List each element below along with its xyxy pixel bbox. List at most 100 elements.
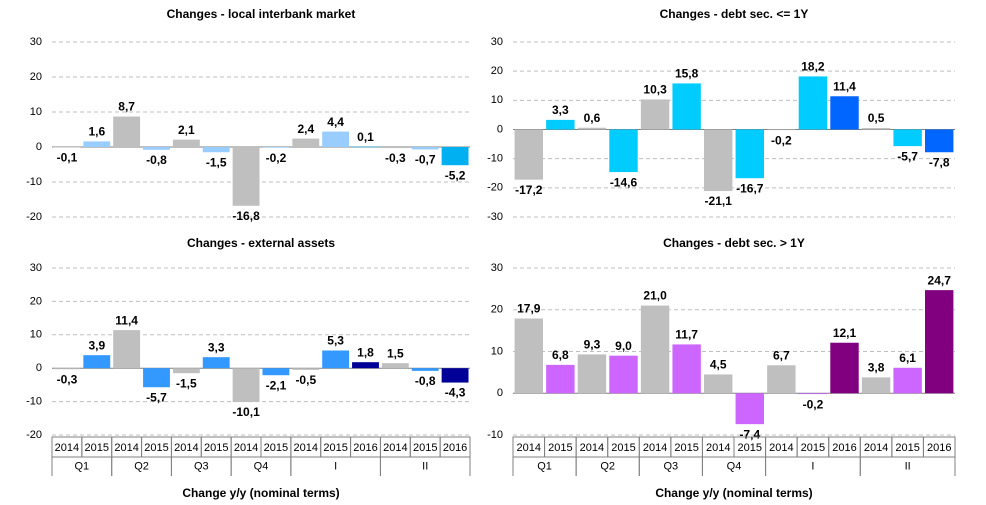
data-label: -16,8 (232, 209, 260, 223)
y-tick-label: -10 (26, 176, 42, 188)
x-tick-label: 2015 (738, 442, 762, 454)
x-tick-label: 2014 (706, 442, 730, 454)
chart-title: Changes - debt sec. <= 1Y (660, 7, 809, 21)
y-tick-label: 30 (491, 36, 503, 48)
y-tick-label: 30 (30, 36, 42, 48)
y-tick-label: 20 (30, 71, 42, 83)
bar (322, 350, 350, 369)
bar (143, 147, 170, 150)
data-label: -7,8 (929, 155, 950, 169)
bar (83, 355, 111, 369)
x-tick-label: 2014 (234, 442, 258, 454)
data-label: 10,3 (643, 83, 667, 97)
bar (411, 368, 439, 371)
y-tick-label: -30 (487, 211, 503, 223)
x-tick-label: 2015 (144, 442, 168, 454)
bar (830, 342, 859, 394)
bar (672, 344, 701, 394)
data-label: -0,2 (266, 151, 287, 165)
data-label: 6,7 (773, 348, 790, 362)
x-tick-label: 2014 (864, 442, 888, 454)
bar (514, 318, 543, 394)
data-label: 21,0 (643, 289, 667, 303)
x-tick-label: 2016 (443, 442, 467, 454)
bar (262, 368, 290, 376)
data-label: 15,8 (675, 67, 699, 81)
data-label: 0,1 (357, 130, 374, 144)
data-label: 4,5 (710, 358, 727, 372)
group-label: I (811, 460, 814, 472)
y-tick-label: 30 (30, 262, 42, 274)
data-label: -0,2 (803, 397, 824, 411)
y-tick-label: 20 (491, 304, 503, 316)
data-label: 1,8 (357, 345, 374, 359)
data-label: -17,2 (515, 183, 543, 197)
data-label: -0,3 (57, 372, 78, 386)
x-axis-title: Change y/y (nominal terms) (182, 486, 339, 500)
bar (292, 138, 320, 147)
group-label: II (422, 460, 428, 472)
data-label: 3,9 (88, 338, 105, 352)
data-label: -0,2 (771, 133, 792, 147)
data-label: -2,1 (266, 378, 287, 392)
data-label: -5,7 (897, 149, 918, 163)
data-label: 18,2 (801, 60, 825, 74)
y-tick-label: 30 (491, 262, 503, 274)
y-tick-label: 0 (36, 141, 42, 153)
data-label: 3,3 (208, 340, 225, 354)
bar (861, 128, 891, 130)
bar (704, 374, 733, 394)
group-label: Q2 (134, 460, 149, 472)
data-label: -1,5 (206, 155, 227, 169)
bar (292, 368, 320, 370)
y-tick-label: 20 (30, 295, 42, 307)
group-label: Q1 (537, 460, 552, 472)
bar (143, 368, 170, 388)
y-tick-label: 0 (497, 123, 503, 135)
data-label: 1,6 (88, 125, 105, 139)
bar (609, 129, 638, 173)
y-tick-label: -20 (26, 429, 42, 441)
bar (830, 96, 859, 130)
bar (735, 393, 764, 425)
bar (262, 147, 290, 148)
data-label: 9,0 (615, 339, 632, 353)
chart-title: Changes - local interbank market (167, 7, 356, 21)
chart-title: Changes - external assets (187, 236, 335, 250)
x-tick-label: 2014 (517, 442, 541, 454)
y-tick-label: 10 (30, 106, 42, 118)
data-label: -16,7 (736, 181, 764, 195)
y-tick-label: -10 (487, 153, 503, 165)
category-cell (439, 436, 471, 458)
group-label: Q3 (194, 460, 209, 472)
category-cell (922, 436, 956, 458)
bar (893, 129, 922, 147)
bar (53, 368, 81, 370)
x-tick-label: 2015 (323, 442, 347, 454)
group-label: II (905, 460, 911, 472)
data-label: -5,7 (146, 390, 167, 404)
x-tick-label: 2014 (769, 442, 793, 454)
bar (441, 147, 469, 166)
x-tick-label: 2014 (580, 442, 604, 454)
x-tick-label: 2016 (353, 442, 377, 454)
data-label: 3,3 (552, 103, 569, 117)
data-label: -0,7 (415, 153, 436, 167)
bar (925, 129, 954, 153)
group-label: Q4 (727, 460, 742, 472)
bar (893, 367, 922, 394)
data-label: -0,1 (57, 151, 78, 165)
x-tick-label: 2015 (85, 442, 109, 454)
bar (202, 357, 230, 369)
x-tick-label: 2014 (383, 442, 407, 454)
chart-title: Changes - debt sec. > 1Y (663, 236, 805, 250)
bar (925, 290, 954, 394)
x-tick-label: 2014 (643, 442, 667, 454)
bar (322, 131, 350, 147)
bar (411, 147, 439, 150)
x-axis-title: Change y/y (nominal terms) (655, 486, 812, 500)
bar (735, 129, 764, 179)
bar (113, 116, 141, 147)
group-label: Q3 (664, 460, 679, 472)
